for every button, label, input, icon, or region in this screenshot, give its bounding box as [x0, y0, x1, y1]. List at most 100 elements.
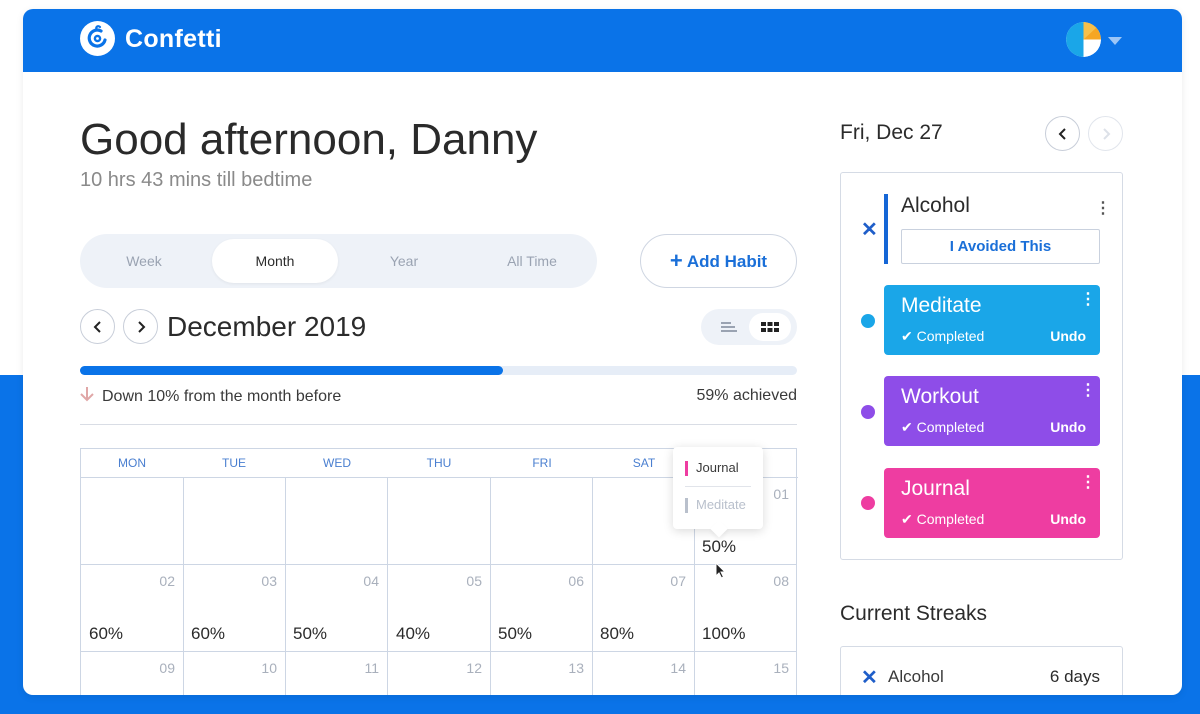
more-options-icon[interactable]: ⋮ — [1080, 382, 1096, 399]
next-month-button[interactable] — [123, 309, 158, 344]
habit-name: Journal — [901, 477, 970, 500]
selected-date: Fri, Dec 27 — [840, 121, 943, 144]
check-icon: ✔ — [901, 511, 913, 527]
day-percent: 60% — [191, 624, 226, 643]
tooltip-item-label: Meditate — [696, 497, 746, 512]
bedtime-subtitle: 10 hrs 43 mins till bedtime — [80, 169, 313, 191]
day-number: 11 — [364, 660, 379, 676]
day-header: THU — [426, 456, 452, 470]
day-number: 06 — [568, 573, 584, 589]
calendar-cell[interactable] — [490, 478, 593, 565]
calendar-cell[interactable]: 06 50% — [490, 565, 593, 652]
day-percent: 80% — [600, 624, 635, 643]
tab-year[interactable]: Year — [389, 253, 419, 269]
day-number: 08 — [773, 573, 789, 589]
day-number: 13 — [568, 660, 584, 676]
more-options-icon[interactable]: ⋮ — [1095, 200, 1111, 217]
calendar-cell[interactable]: 15 — [694, 652, 797, 695]
streak-value: 6 days — [1049, 667, 1100, 686]
habit-color-bar — [685, 461, 688, 476]
progress-bar — [80, 366, 797, 375]
habit-name: Alcohol — [901, 194, 970, 217]
calendar-cell[interactable]: 04 50% — [285, 565, 388, 652]
calendar-cell[interactable]: 14 — [592, 652, 695, 695]
streak-name: Alcohol — [888, 667, 944, 686]
habit-name: Meditate — [901, 294, 982, 317]
undo-button[interactable]: Undo — [1050, 328, 1086, 344]
streaks-title: Current Streaks — [840, 602, 988, 625]
next-day-button[interactable] — [1088, 116, 1123, 151]
habit-card-workout[interactable]: Workout ⋮ ✔ Completed Undo — [884, 376, 1100, 446]
day-number: 03 — [261, 573, 277, 589]
day-number: 07 — [670, 573, 686, 589]
calendar-cell[interactable]: 13 — [490, 652, 593, 695]
day-percent: 50% — [702, 537, 737, 556]
calendar-cell[interactable]: 02 60% — [81, 565, 184, 652]
habit-status-label: Completed — [916, 419, 985, 435]
calendar-cell[interactable]: 12 — [388, 652, 491, 695]
day-percent: 100% — [702, 624, 746, 643]
day-number: 04 — [363, 573, 379, 589]
check-icon: ✔ — [901, 419, 913, 435]
top-bar: Confetti — [23, 9, 1182, 72]
view-toggle — [701, 309, 797, 345]
habit-card-journal[interactable]: Journal ⋮ ✔ Completed Undo — [884, 468, 1100, 538]
chevron-down-icon[interactable] — [1108, 37, 1122, 45]
avatar[interactable] — [1066, 22, 1101, 57]
habit-dot — [861, 405, 875, 419]
grid-view-icon[interactable] — [749, 313, 791, 341]
day-number: 05 — [466, 573, 482, 589]
range-tabs: Week Month Year All Time — [80, 234, 597, 288]
day-habits-panel: ✕ Alcohol ⋮ I Avoided This Meditate ⋮ ✔ … — [840, 172, 1123, 560]
habit-name: Workout — [901, 385, 979, 408]
achieved-text: 59% achieved — [696, 387, 797, 404]
tooltip-item: Meditate — [685, 497, 746, 513]
day-percent: 50% — [293, 624, 328, 643]
habit-card-meditate[interactable]: Meditate ⋮ ✔ Completed Undo — [884, 285, 1100, 355]
month-title: December 2019 — [167, 311, 367, 342]
day-header: FRI — [532, 456, 552, 470]
calendar-cell[interactable] — [388, 478, 491, 565]
calendar-cell[interactable]: 08 100% — [694, 565, 797, 652]
chevron-right-icon — [138, 321, 146, 333]
prev-month-button[interactable] — [80, 309, 115, 344]
habit-status-label: Completed — [916, 511, 985, 527]
main-card: Confetti Good afternoon, Danny 10 hrs 43… — [23, 9, 1182, 695]
add-habit-button[interactable]: + Add Habit — [640, 234, 797, 288]
chevron-left-icon — [93, 321, 101, 333]
calendar-cell[interactable] — [285, 478, 388, 565]
confetti-logo-icon[interactable] — [80, 21, 115, 56]
calendar-cell[interactable]: 10 — [183, 652, 286, 695]
habit-status-label: Completed — [916, 328, 985, 344]
calendar-cell[interactable] — [183, 478, 286, 565]
calendar-cell[interactable]: 01 50% — [694, 478, 797, 565]
day-number: 14 — [670, 660, 686, 676]
app-name: Confetti — [125, 25, 222, 53]
day-percent: 40% — [396, 624, 431, 643]
undo-button[interactable]: Undo — [1050, 419, 1086, 435]
check-icon: ✔ — [901, 328, 913, 344]
chevron-right-icon — [1103, 128, 1111, 140]
calendar-cell[interactable]: 07 80% — [592, 565, 695, 652]
more-options-icon[interactable]: ⋮ — [1080, 291, 1096, 308]
habit-color-bar — [685, 498, 688, 513]
more-options-icon[interactable]: ⋮ — [1080, 474, 1096, 491]
tab-week[interactable]: Week — [126, 253, 162, 269]
calendar-cell[interactable]: 09 — [81, 652, 184, 695]
avoided-button[interactable]: I Avoided This — [901, 229, 1100, 264]
calendar-cell[interactable]: 05 40% — [388, 565, 491, 652]
list-view-icon[interactable] — [711, 313, 747, 341]
tab-month[interactable]: Month — [212, 239, 338, 283]
day-number: 15 — [773, 660, 789, 676]
calendar-cell[interactable]: 11 — [285, 652, 388, 695]
undo-button[interactable]: Undo — [1050, 511, 1086, 527]
day-number: 01 — [773, 486, 789, 502]
tab-all-time[interactable]: All Time — [507, 253, 557, 269]
tooltip-item: Journal — [685, 460, 739, 476]
day-header: WED — [323, 456, 351, 470]
prev-day-button[interactable] — [1045, 116, 1080, 151]
habit-color-bar — [884, 194, 888, 264]
calendar-cell[interactable]: 03 60% — [183, 565, 286, 652]
calendar-cell[interactable] — [81, 478, 184, 565]
habit-status: ✔ Completed — [901, 419, 984, 436]
